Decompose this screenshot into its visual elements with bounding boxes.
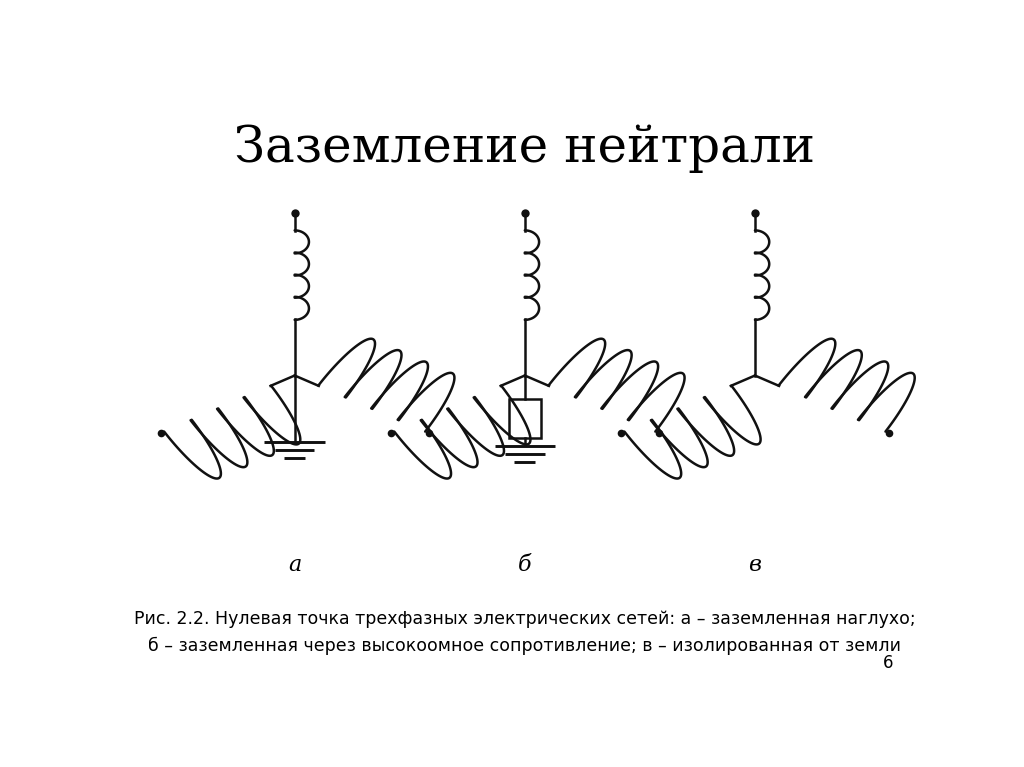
Text: б: б — [518, 554, 531, 575]
Text: Заземление нейтрали: Заземление нейтрали — [234, 123, 815, 173]
Text: в: в — [749, 554, 762, 575]
Text: Рис. 2.2. Нулевая точка трехфазных электрических сетей: а – заземленная наглухо;: Рис. 2.2. Нулевая точка трехфазных элект… — [134, 611, 915, 628]
Text: 6: 6 — [884, 654, 894, 672]
Text: а: а — [288, 554, 301, 575]
Bar — [509, 399, 541, 437]
Text: б – заземленная через высокоомное сопротивление; в – изолированная от земли: б – заземленная через высокоомное сопрот… — [148, 637, 901, 654]
